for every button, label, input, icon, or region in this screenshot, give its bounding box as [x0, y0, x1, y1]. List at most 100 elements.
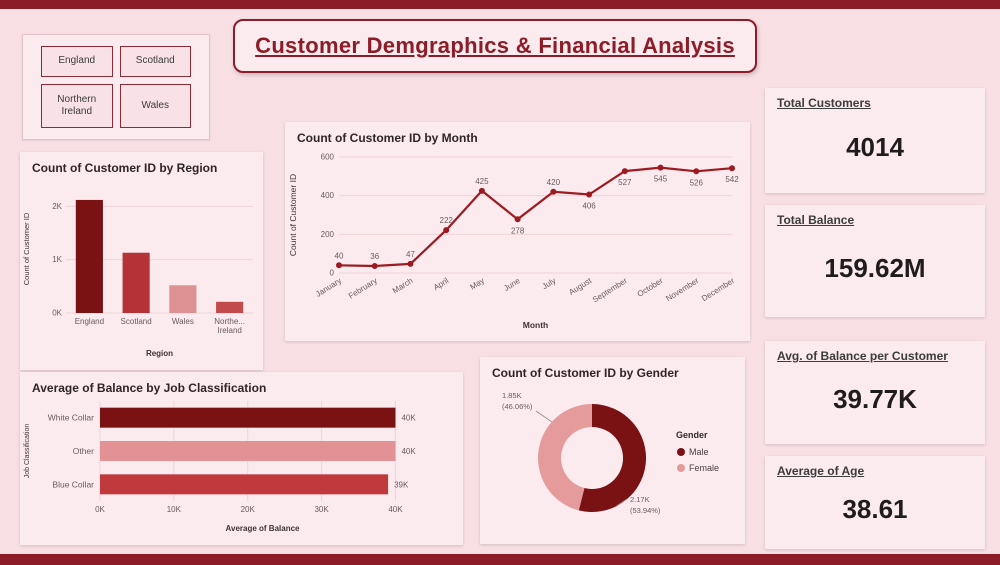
data-label: 39K: [394, 480, 409, 489]
x-tick-label: September: [591, 276, 629, 305]
job-bar-1[interactable]: [100, 441, 396, 461]
kpi-label-total-balance: Total Balance: [777, 213, 855, 227]
line-point-9[interactable]: [657, 164, 664, 171]
line-point-2[interactable]: [407, 260, 414, 267]
kpi-card-avg-balance[interactable]: Avg. of Balance per Customer 39.77K: [765, 341, 985, 444]
legend-swatch-male[interactable]: [677, 448, 685, 456]
page-title: Customer Demgraphics & Financial Analysi…: [255, 33, 735, 58]
line-point-7[interactable]: [586, 191, 593, 198]
job-bar-2[interactable]: [100, 474, 389, 495]
x-axis-title: Average of Balance: [226, 524, 301, 533]
x-axis-title: Month: [523, 320, 549, 330]
donut-slice-male[interactable]: [578, 404, 647, 512]
job-bar-chart-plot: 0K 10K 20K 30K 40K White Collar 40K Other 40K Blu…: [24, 401, 416, 533]
x-tick-label: England: [75, 317, 104, 326]
slicer-button-northern-ireland[interactable]: Northern Ireland: [41, 84, 113, 128]
region-bar-3[interactable]: [216, 301, 244, 313]
line-point-4[interactable]: [478, 187, 485, 194]
kpi-card-total-balance[interactable]: Total Balance 159.62M: [765, 205, 985, 317]
y-tick-label: 600: [321, 153, 335, 162]
kpi-label-avg-balance: Avg. of Balance per Customer: [777, 349, 948, 363]
data-label: 278: [511, 226, 525, 235]
kpi-label-average-age: Average of Age: [777, 464, 865, 478]
x-tick-label: November: [664, 276, 700, 303]
gender-donut-chart[interactable]: Count of Customer ID by Gender 2.17K (53.…: [480, 357, 745, 544]
job-bar-0[interactable]: [100, 407, 396, 428]
region-bar-1[interactable]: [122, 252, 150, 313]
x-tick-label: 40K: [388, 505, 403, 514]
kpi-value-total-customers: 4014: [846, 132, 904, 162]
job-classification-bar-chart[interactable]: Average of Balance by Job Classification…: [20, 372, 463, 545]
line-point-1[interactable]: [371, 263, 378, 270]
job-chart-title: Average of Balance by Job Classification: [32, 381, 267, 395]
data-label: 406: [582, 202, 596, 211]
line-point-8[interactable]: [621, 168, 628, 175]
y-tick-label: 2K: [52, 202, 62, 211]
x-tick-label: Northe...: [214, 317, 245, 326]
slicer-button-scotland[interactable]: Scotland: [119, 46, 191, 78]
line-point-0[interactable]: [336, 262, 342, 269]
y-tick-label: 0: [330, 269, 335, 278]
slicer-button-england[interactable]: England: [41, 46, 113, 78]
y-tick-label: 400: [321, 191, 335, 200]
x-axis-title: Region: [146, 349, 173, 358]
region-bar-chart[interactable]: Count of Customer ID by Region 0K 1K 2K Eng…: [20, 152, 263, 370]
title-box: Customer Demgraphics & Financial Analysi…: [233, 19, 757, 73]
data-label: 545: [654, 175, 668, 184]
y-axis-title: Count of Customer ID: [22, 212, 31, 285]
y-axis-title: Count of Customer ID: [288, 174, 298, 256]
x-tick-label: June: [502, 276, 522, 293]
x-tick-label: Wales: [172, 317, 194, 326]
x-tick-label: January: [314, 276, 343, 299]
data-label: 47: [406, 250, 415, 259]
x-tick-label: March: [391, 276, 415, 295]
line-point-11[interactable]: [729, 165, 735, 172]
data-label: 40K: [401, 447, 416, 456]
bottom-accent-bar: [0, 554, 1000, 565]
data-label: 542: [725, 175, 739, 184]
legend-label: Male: [689, 447, 709, 457]
region-slicer: England Scotland Northern Ireland Wales: [22, 34, 210, 140]
donut-slice-female[interactable]: [538, 404, 592, 511]
region-bar-chart-plot: 0K 1K 2K England Scotland Wales Northe...Irela…: [22, 199, 253, 358]
kpi-value-average-age: 38.61: [842, 494, 908, 524]
month-line-chart[interactable]: Count of Customer ID by Month 0 200 400 600…: [285, 122, 750, 341]
legend-title: Gender: [676, 430, 708, 440]
region-bar-0[interactable]: [75, 199, 103, 313]
line-point-6[interactable]: [550, 188, 557, 195]
data-label: 222: [440, 216, 454, 225]
gender-donut-plot: 2.17K (53.94%) 1.85K (46.06%) Gender Male Fema…: [502, 391, 719, 515]
kpi-card-average-age[interactable]: Average of Age 38.61: [765, 456, 985, 549]
x-tick-label: Ireland: [217, 326, 241, 335]
x-tick-label: August: [567, 276, 594, 297]
y-tick-label: 1K: [52, 255, 62, 264]
y-tick-label: Other: [73, 446, 94, 456]
line-point-3[interactable]: [443, 227, 450, 234]
x-tick-label: July: [541, 276, 558, 291]
x-tick-label: December: [700, 276, 736, 303]
line-point-5[interactable]: [514, 216, 521, 223]
data-label: 36: [370, 252, 379, 261]
y-tick-label: Blue Collar: [52, 479, 94, 489]
y-tick-label: 0K: [52, 309, 62, 318]
x-tick-label: April: [432, 276, 451, 292]
x-tick-label: May: [468, 276, 486, 292]
data-label: 526: [690, 178, 704, 187]
kpi-value-avg-balance: 39.77K: [833, 384, 917, 414]
x-tick-label: 30K: [314, 505, 329, 514]
data-label: 527: [618, 178, 632, 187]
month-chart-title: Count of Customer ID by Month: [297, 131, 478, 145]
x-tick-label: Scotland: [121, 317, 152, 326]
line-point-10[interactable]: [693, 168, 700, 175]
x-tick-label: 0K: [95, 505, 105, 514]
donut-label-percent: (53.94%): [630, 506, 661, 515]
kpi-value-total-balance: 159.62M: [824, 252, 926, 283]
legend-swatch-female[interactable]: [677, 464, 685, 472]
region-bar-2[interactable]: [169, 285, 197, 313]
x-tick-label: October: [636, 276, 665, 299]
kpi-label-total-customers: Total Customers: [777, 96, 871, 110]
slicer-button-wales[interactable]: Wales: [119, 84, 191, 128]
kpi-card-total-customers[interactable]: Total Customers 4014: [765, 88, 985, 193]
data-label: 40K: [401, 414, 416, 423]
